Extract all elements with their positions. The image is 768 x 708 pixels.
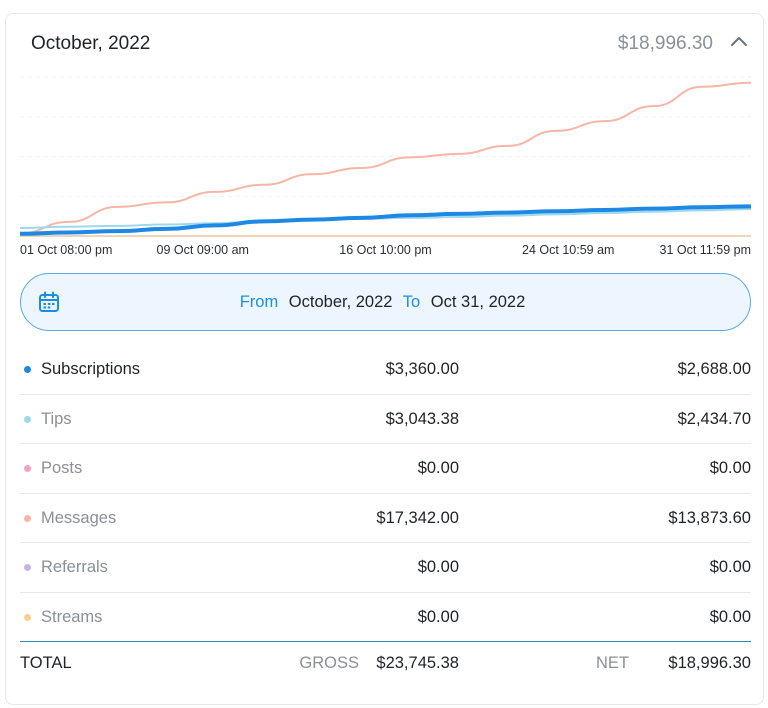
date-range-text: From October, 2022 To Oct 31, 2022 [21,293,750,312]
row-label: Streams [41,607,103,626]
row-gross: $0.00 [417,558,459,576]
earnings-card: October, 2022 $18,996.30 01 Oct 08:00 pm… [5,13,764,705]
period-total: $18,996.30 [617,33,713,54]
row-label: Tips [41,409,72,428]
row-net: $0.00 [709,459,751,477]
to-label: To [402,293,421,311]
row-gross: $3,043.38 [385,409,459,428]
x-tick-label: 09 Oct 09:00 am [157,243,249,257]
streams-dot [24,613,31,621]
posts-dot [24,465,31,472]
x-tick-label: 31 Oct 11:59 pm [660,243,752,257]
row-net: $0.00 [709,558,751,576]
gross-total: $23,745.38 [376,654,459,672]
referrals-dot [24,564,31,571]
chevron-up-icon[interactable] [727,28,751,56]
row-net: $2,434.70 [677,409,751,428]
row-messages: Messages $17,342.00 $13,873.60 [20,494,751,543]
row-referrals: Referrals $0.00 $0.00 [20,543,751,593]
net-label: NET [596,654,629,672]
row-tips: Tips $3,043.38 $2,434.70 [20,395,751,444]
calendar-icon [38,291,60,313]
from-value: October, 2022 [288,293,393,311]
row-gross: $3,360.00 [385,360,459,378]
row-label: Subscriptions [41,360,141,378]
gross-label: GROSS [299,654,359,672]
date-range-picker[interactable]: From October, 2022 To Oct 31, 2022 [20,273,751,331]
earnings-breakdown-list: Subscriptions $3,360.00 $2,688.00 Tips $… [20,345,751,642]
row-net: $0.00 [709,607,751,626]
total-label: TOTAL [20,654,72,672]
row-gross: $17,342.00 [376,508,459,527]
row-posts: Posts $0.00 $0.00 [20,444,751,494]
series-line-1 [20,208,751,230]
series-line-0 [20,81,751,235]
from-label: From [239,293,279,311]
x-tick-label: 16 Oct 10:00 pm [339,243,431,257]
x-tick-label: 24 Oct 10:59 am [522,243,614,257]
messages-dot [24,514,31,522]
subscriptions-dot [24,366,31,373]
x-tick-label: 01 Oct 08:00 pm [20,243,112,257]
totals-row: TOTAL GROSS $23,745.38 NET $18,996.30 [20,643,751,687]
card-header[interactable]: October, 2022 $18,996.30 [6,14,763,70]
row-gross: $0.00 [417,607,459,626]
row-label: Messages [41,508,117,527]
row-net: $13,873.60 [668,508,751,527]
earnings-line-chart: 01 Oct 08:00 pm 09 Oct 09:00 am 16 Oct 10:… [20,76,752,257]
row-label: Referrals [41,558,108,576]
to-value: Oct 31, 2022 [430,293,526,311]
net-total: $18,996.30 [668,654,751,672]
row-streams: Streams $0.00 $0.00 [20,593,751,642]
row-label: Posts [41,459,83,477]
earnings-chart: 01 Oct 08:00 pm 09 Oct 09:00 am 16 Oct 10:… [20,71,751,261]
tips-dot [24,415,31,423]
series-line-2 [20,204,751,236]
row-gross: $0.00 [417,459,459,477]
row-subscriptions: Subscriptions $3,360.00 $2,688.00 [20,345,751,395]
period-title: October, 2022 [31,33,151,54]
row-net: $2,688.00 [677,360,751,378]
